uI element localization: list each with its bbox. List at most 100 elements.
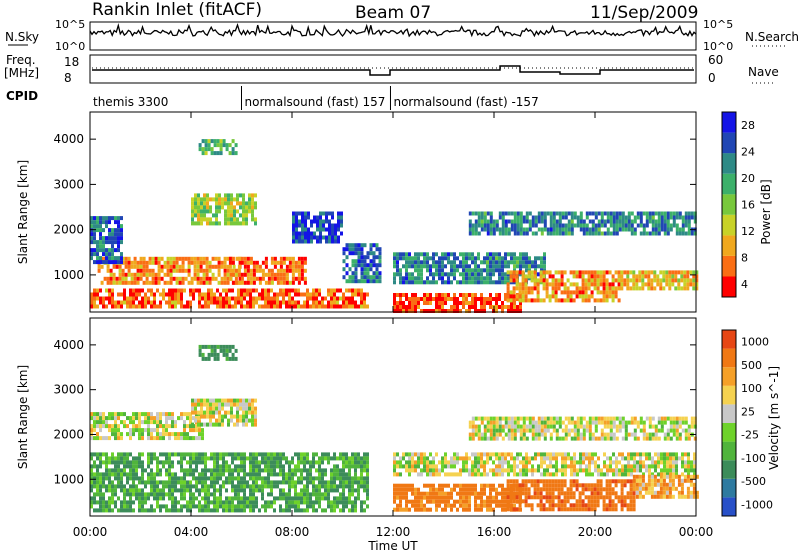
heatmap-cell: [549, 223, 553, 228]
heatmap-cell: [396, 487, 399, 492]
heatmap-cell: [441, 276, 444, 281]
heatmap-cell: [402, 495, 405, 500]
heatmap-cell: [96, 500, 99, 505]
heatmap-cell: [489, 223, 493, 228]
heatmap-cell: [261, 460, 264, 465]
heatmap-cell: [516, 211, 520, 216]
heatmap-cell: [93, 296, 96, 301]
heatmap-cell: [530, 479, 534, 484]
heatmap-cell: [227, 398, 230, 403]
heatmap-cell: [477, 436, 481, 441]
heatmap-cell: [309, 472, 312, 477]
heatmap-cell: [102, 476, 105, 481]
heatmap-cell: [325, 239, 328, 244]
heatmap-cell: [675, 231, 679, 236]
heatmap-cell: [130, 276, 134, 281]
heatmap-cell: [357, 288, 360, 293]
heatmap-cell: [396, 483, 399, 488]
heatmap-cell: [153, 300, 156, 305]
heatmap-cell: [180, 468, 183, 473]
heatmap-cell: [243, 464, 246, 469]
heatmap-cell: [189, 416, 192, 421]
heatmap-cell: [447, 272, 450, 277]
heatmap-cell: [111, 412, 114, 417]
heatmap-cell: [360, 288, 363, 293]
heatmap-cell: [228, 296, 231, 301]
heatmap-cell: [533, 487, 537, 492]
heatmap-cell: [306, 468, 309, 473]
heatmap-cell: [238, 276, 242, 281]
heatmap-cell: [194, 418, 197, 423]
heatmap-cell: [402, 293, 405, 297]
heatmap-cell: [630, 464, 633, 469]
heatmap-cell: [624, 227, 628, 232]
heatmap-cell: [414, 301, 417, 305]
heatmap-cell: [429, 468, 432, 473]
heatmap-cell: [504, 256, 507, 261]
heatmap-cell: [483, 297, 486, 301]
heatmap-cell: [192, 460, 195, 465]
heatmap-cell: [524, 286, 528, 291]
heatmap-cell: [126, 508, 129, 513]
heatmap-cell: [340, 223, 343, 228]
heatmap-cell: [99, 300, 102, 305]
heatmap-cell: [93, 476, 96, 481]
heatmap-cell: [525, 264, 528, 269]
heatmap-cell: [201, 456, 204, 461]
heatmap-cell: [351, 488, 354, 493]
heatmap-cell: [680, 274, 684, 279]
heatmap-cell: [450, 487, 453, 492]
heatmap-cell: [264, 264, 268, 269]
heatmap-cell: [563, 290, 567, 295]
heatmap-cell: [647, 278, 651, 283]
heatmap-cell: [172, 260, 176, 265]
heatmap-cell: [681, 452, 684, 457]
heatmap-cell: [372, 251, 376, 256]
heatmap-cell: [579, 227, 583, 232]
heatmap-cell: [351, 476, 354, 481]
heatmap-cell: [194, 213, 197, 218]
heatmap-cell: [204, 472, 207, 477]
colorbar-tick-label: 12: [741, 225, 755, 238]
heatmap-cell: [528, 460, 531, 465]
heatmap-cell: [285, 504, 288, 509]
colorbar-tick-label: 16: [741, 199, 755, 212]
heatmap-cell: [96, 256, 99, 261]
heatmap-cell: [160, 276, 164, 281]
heatmap-cell: [333, 296, 336, 301]
heatmap-cell: [315, 508, 318, 513]
heatmap-cell: [90, 252, 93, 257]
heatmap-cell: [194, 197, 197, 202]
heatmap-cell: [450, 268, 453, 273]
heatmap-cell: [201, 344, 205, 349]
heatmap-cell: [444, 293, 447, 297]
heatmap-cell: [300, 260, 304, 265]
heatmap-cell: [531, 231, 535, 236]
heatmap-cell: [276, 456, 279, 461]
heatmap-cell: [309, 492, 312, 497]
heatmap-cell: [201, 488, 204, 493]
heatmap-cell: [462, 260, 465, 265]
heatmap-cell: [117, 256, 120, 261]
heatmap-cell: [441, 491, 444, 496]
heatmap-cell: [465, 293, 468, 297]
heatmap-cell: [477, 309, 480, 313]
heatmap-cell: [474, 297, 477, 301]
heatmap-cell: [495, 420, 499, 425]
heatmap-cell: [588, 211, 592, 216]
heatmap-cell: [321, 480, 324, 485]
heatmap-cell: [216, 464, 219, 469]
heatmap-cell: [157, 272, 161, 277]
heatmap-cell: [147, 288, 150, 293]
heatmap-cell: [120, 472, 123, 477]
heatmap-cell: [687, 452, 690, 457]
freq-right-tick-bottom: 0: [708, 71, 716, 85]
heatmap-cell: [168, 288, 171, 293]
heatmap-cell: [218, 398, 221, 403]
heatmap-cell: [117, 232, 120, 237]
heatmap-cell: [237, 480, 240, 485]
heatmap-cell: [345, 288, 348, 293]
heatmap-cell: [498, 256, 501, 261]
heatmap-cell: [120, 500, 123, 505]
heatmap-cell: [477, 456, 480, 461]
